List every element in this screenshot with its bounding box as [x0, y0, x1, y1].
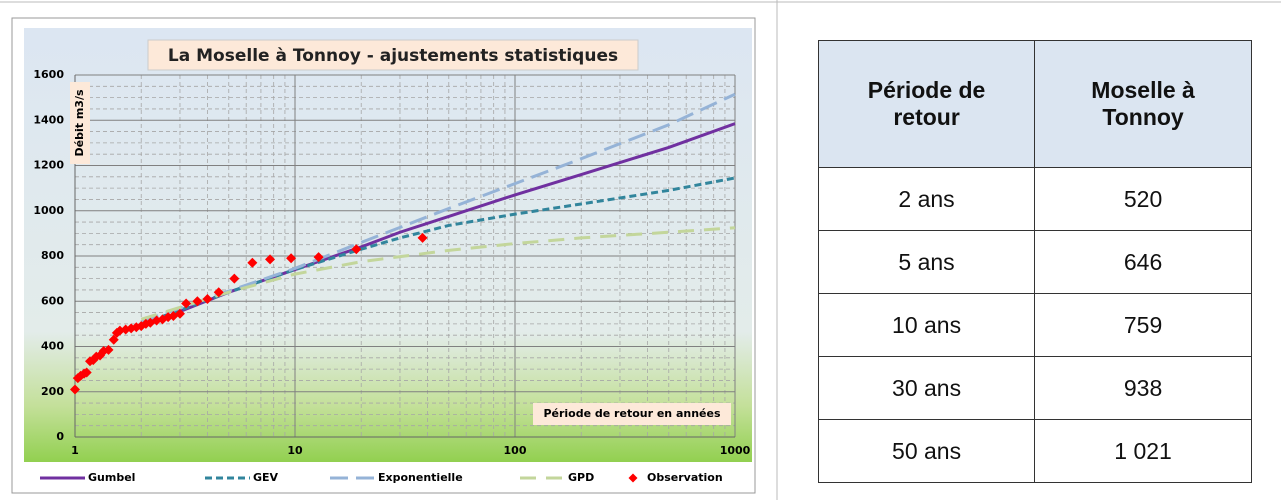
table-cell: 5 ans: [817, 230, 1036, 294]
table-row: 30 ans 938: [817, 356, 1252, 420]
legend-label: GPD: [568, 471, 594, 484]
ylabel-box: [70, 82, 90, 164]
xlabel-box: [533, 403, 731, 425]
series-line: [140, 92, 736, 324]
legend-label: GEV: [253, 471, 279, 484]
observation-point: [70, 384, 80, 395]
table-cell: 759: [1034, 293, 1252, 357]
y-tick-label: 1600: [33, 68, 64, 81]
legend-label: Gumbel: [88, 471, 135, 484]
table: Période de retour Moselle à Tonnoy 2 ans…: [817, 40, 1252, 483]
table-cell: 50 ans: [817, 419, 1036, 483]
x-tick-label: 10: [287, 444, 303, 457]
y-tick-label: 800: [41, 249, 64, 262]
table-row: 10 ans 759: [817, 293, 1252, 357]
observation-point: [202, 293, 213, 304]
y-tick-label: 1000: [33, 204, 64, 217]
series-line: [179, 122, 736, 313]
chart-title: La Moselle à Tonnoy - ajustements statis…: [168, 46, 618, 66]
header-cell: Moselle à Tonnoy: [1034, 40, 1252, 168]
table-row: 50 ans 1 021: [817, 419, 1252, 483]
series-line: [140, 226, 736, 321]
table-cell: 30 ans: [817, 356, 1036, 420]
y-axis-label: Débit m3/s: [73, 89, 86, 156]
observation-point: [103, 344, 114, 355]
observation-point: [417, 232, 428, 243]
table-cell: 520: [1034, 167, 1252, 231]
legend-label: Exponentielle: [378, 471, 463, 484]
observation-point: [247, 257, 258, 268]
observation-point: [313, 252, 324, 263]
table-cell: 938: [1034, 356, 1252, 420]
x-tick-label: 1: [71, 444, 79, 457]
observation-point: [229, 273, 240, 284]
title-box: [147, 39, 639, 71]
x-tick-label: 1000: [720, 444, 751, 457]
y-tick-label: 0: [56, 430, 64, 443]
header-row: Période de retour Moselle à Tonnoy: [817, 40, 1252, 168]
table-cell: 2 ans: [817, 167, 1036, 231]
table-cell: 646: [1034, 230, 1252, 294]
legend-label: Observation: [647, 471, 723, 484]
observation-point: [181, 298, 192, 309]
x-axis-label: Période de retour en années: [543, 407, 721, 420]
table-cell: 10 ans: [817, 293, 1036, 357]
observation-point: [286, 253, 297, 264]
legend-marker: [628, 473, 638, 483]
x-tick-label: 100: [504, 444, 527, 457]
observation-point: [265, 254, 276, 265]
observation-point: [81, 367, 92, 378]
table-row: 2 ans 520: [817, 167, 1252, 231]
observation-point: [213, 287, 224, 298]
y-tick-label: 1400: [33, 113, 64, 126]
y-tick-label: 1200: [33, 159, 64, 172]
table-row: 5 ans 646: [817, 230, 1252, 294]
y-tick-label: 400: [41, 340, 64, 353]
y-tick-label: 600: [41, 294, 64, 307]
y-tick-label: 200: [41, 385, 64, 398]
observation-point: [192, 296, 203, 307]
table-cell: 1 021: [1034, 419, 1252, 483]
header-cell: Période de retour: [817, 40, 1036, 168]
observation-point: [351, 244, 362, 255]
observation-point: [174, 308, 185, 319]
series-line: [140, 176, 736, 326]
